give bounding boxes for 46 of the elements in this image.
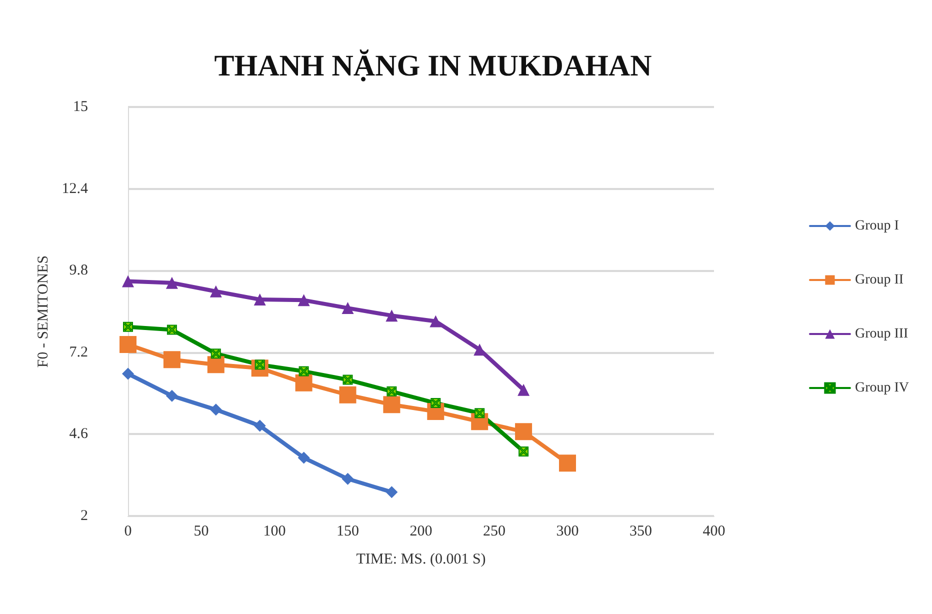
legend-label: Group II [854, 272, 904, 288]
x-tick-label: 350 [630, 524, 652, 540]
point [210, 404, 222, 416]
x-tick-label: 150 [336, 524, 359, 540]
point [386, 486, 398, 498]
y-tick-label: 2 [80, 508, 88, 524]
point [339, 386, 356, 404]
point [342, 302, 354, 314]
point [122, 368, 134, 380]
y-tick-label: 7.2 [69, 344, 88, 360]
y-tick-label: 4.6 [69, 426, 88, 442]
point [518, 384, 530, 396]
x-tick-label: 200 [410, 524, 432, 540]
x-axis-title: TIME: MS. (0.001 S) [356, 552, 486, 568]
y-tick-label: 15 [73, 99, 88, 115]
point [254, 294, 266, 306]
x-tick-label: 400 [702, 524, 726, 540]
point [122, 275, 134, 288]
point [210, 285, 222, 298]
point [166, 276, 178, 289]
x-tick-label: 250 [483, 524, 506, 540]
point [430, 315, 442, 328]
chart-title: THANH NẶNG IN MUKDAHAN [214, 48, 652, 82]
point [207, 356, 224, 374]
legend-label: Group IV [854, 380, 909, 396]
point [342, 472, 354, 485]
point [163, 351, 180, 368]
legend-label: Group III [854, 326, 909, 342]
x-tick-label: 300 [556, 524, 579, 540]
point [515, 423, 532, 440]
point [383, 396, 400, 414]
point [120, 336, 136, 354]
x-tick-label: 100 [263, 524, 286, 540]
point [295, 374, 312, 392]
x-tick-label: 50 [194, 524, 209, 540]
y-tick-label: 9.8 [69, 262, 88, 279]
point [166, 390, 178, 402]
point [298, 294, 310, 306]
point [559, 454, 576, 472]
y-tick-label: 12.4 [62, 180, 88, 197]
x-tick-label: 0 [124, 524, 132, 540]
point [298, 452, 310, 464]
y-axis-title: F0 - SEMITONES [35, 255, 52, 368]
point [254, 420, 266, 432]
legend-label: Group I [854, 218, 900, 234]
point [386, 310, 398, 322]
